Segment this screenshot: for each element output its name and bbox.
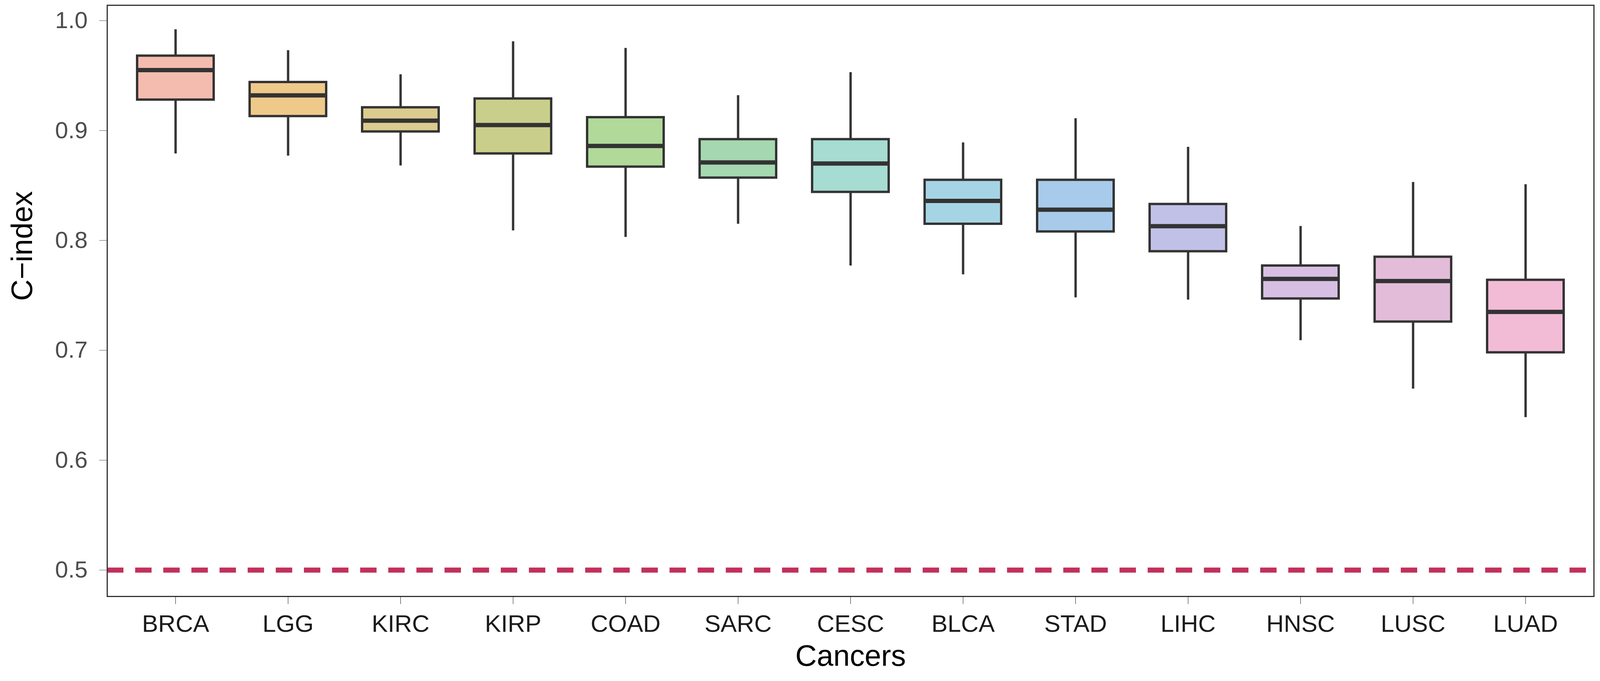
svg-text:LUSC: LUSC [1380, 610, 1446, 638]
svg-text:BRCA: BRCA [141, 610, 210, 638]
svg-text:CESC: CESC [816, 610, 884, 638]
svg-text:LIHC: LIHC [1160, 610, 1216, 638]
svg-text:SARC: SARC [704, 610, 772, 638]
svg-text:0.7: 0.7 [55, 336, 88, 363]
svg-text:1.0: 1.0 [55, 7, 88, 34]
svg-text:0.5: 0.5 [55, 556, 88, 583]
svg-text:0.6: 0.6 [55, 446, 88, 474]
svg-text:0.8: 0.8 [55, 226, 88, 254]
svg-text:Cancers: Cancers [795, 639, 906, 673]
svg-text:KIRP: KIRP [484, 610, 542, 638]
svg-text:HNSC: HNSC [1266, 610, 1336, 638]
svg-text:STAD: STAD [1044, 610, 1108, 638]
svg-text:LGG: LGG [262, 610, 314, 638]
svg-text:LUAD: LUAD [1493, 610, 1558, 638]
svg-text:C−index: C−index [5, 191, 39, 302]
svg-text:KIRC: KIRC [371, 610, 430, 638]
svg-text:COAD: COAD [590, 610, 661, 638]
svg-text:0.9: 0.9 [55, 117, 88, 144]
svg-text:BLCA: BLCA [931, 610, 996, 638]
